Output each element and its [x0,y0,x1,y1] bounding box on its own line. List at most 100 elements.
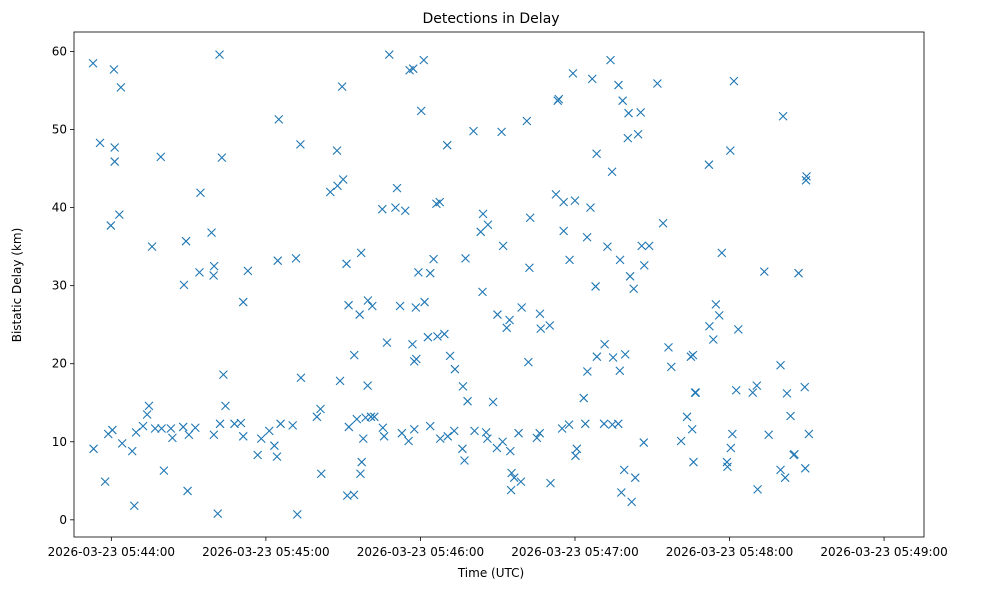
data-point [461,253,470,263]
data-point [100,477,110,486]
data-point [790,449,799,459]
data-point [470,426,479,436]
data-point [478,287,487,297]
data-point [358,434,368,444]
data-point [502,323,512,333]
data-point [522,116,532,126]
data-point [599,419,609,429]
data-point [274,115,284,124]
data-point [614,80,623,90]
data-point [615,366,625,376]
data-point [618,96,628,106]
data-point [379,431,389,441]
y-tick-label: 10 [52,435,67,449]
data-point [592,149,602,159]
data-point [689,457,698,467]
data-point [794,268,803,278]
data-point [316,404,325,414]
data-point [219,370,228,380]
data-point [658,218,668,228]
plot-area: 2026-03-23 05:44:00 2026-03-23 05:45:00 20… [48,31,948,559]
data-point [545,321,555,330]
data-point [782,388,792,398]
data-point [440,329,449,339]
data-point [411,303,421,312]
y-axis-label: Bistatic Delay (km) [10,228,24,343]
data-point [615,255,625,265]
data-point [729,76,739,86]
data-point [800,463,810,473]
data-point [272,452,282,461]
data-point [207,228,216,237]
data-point [786,411,795,421]
data-point [209,261,219,271]
data-point [717,248,727,258]
data-point [764,430,774,440]
data-point [582,232,592,242]
axes-background [74,32,924,537]
axes-frame [73,31,925,538]
data-point [449,426,459,436]
data-point [458,444,467,454]
data-point [458,381,468,391]
y-tick-label: 60 [52,45,67,59]
data-point [357,457,367,467]
data-point [780,473,790,483]
y-tick-label: 0 [59,513,67,527]
data-point [183,486,192,496]
data-point [557,424,567,433]
data-point [572,444,582,454]
data-point [570,196,580,205]
data-point [142,410,152,419]
data-point [236,418,246,428]
data-point [147,242,157,252]
data-point [356,469,365,479]
data-point [507,468,517,478]
data-point [423,332,433,342]
data-point [483,220,493,230]
data-point [498,241,508,251]
data-point [450,364,460,374]
data-point [127,446,137,456]
data-point [400,206,410,216]
data-point [363,381,373,390]
data-point [690,388,700,397]
data-point [114,210,124,220]
data-point [478,209,488,219]
data-point [178,422,188,432]
data-point [497,127,506,137]
data-point [196,188,205,198]
data-point [378,423,388,433]
data-point [429,254,438,264]
data-point [687,424,697,434]
data-point [221,401,230,411]
data-point [209,430,219,440]
data-point [505,315,514,325]
data-point [676,436,686,446]
x-tick-label: 2026-03-23 05:46:00 [357,545,484,559]
data-point [288,420,298,430]
data-point [564,420,574,429]
data-point [425,421,435,431]
data-point [517,303,527,312]
data-point [384,50,394,60]
data-point [344,422,354,432]
data-point [395,301,405,311]
data-point [592,352,602,362]
data-point [505,446,515,456]
data-point [559,226,569,236]
x-tick-label: 2026-03-23 05:47:00 [511,545,638,559]
data-point [582,367,592,376]
data-point [332,146,342,156]
data-point [801,175,811,185]
data-point [253,450,263,460]
data-point [369,412,379,422]
data-point [352,414,362,424]
data-point [156,152,166,162]
data-point [722,457,732,467]
data-point [630,473,640,483]
data-point [355,310,365,319]
x-axis-ticks: 2026-03-23 05:44:00 2026-03-23 05:45:00 20… [48,537,948,559]
data-point [296,140,305,149]
data-point [493,310,502,319]
